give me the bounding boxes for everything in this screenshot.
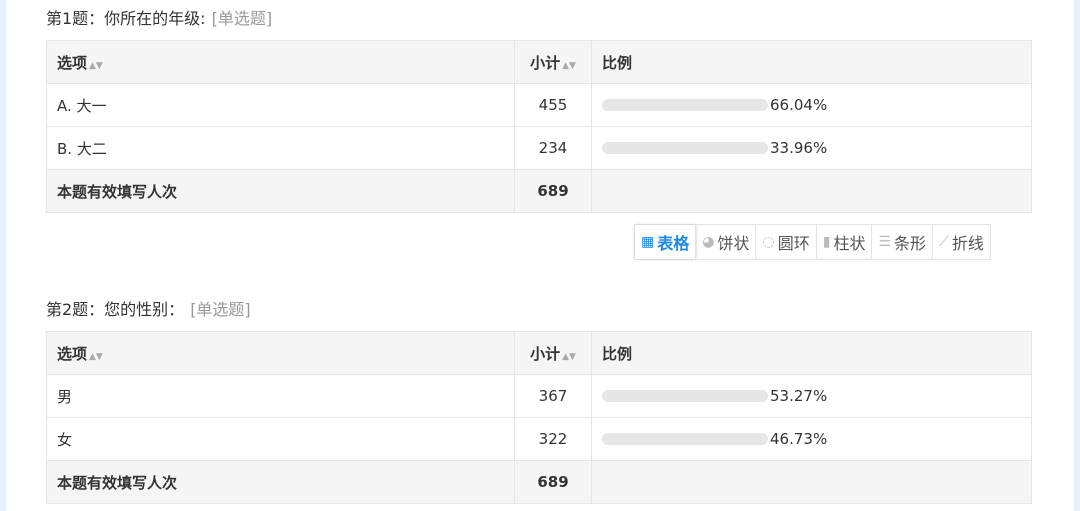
question-block: 第2题：您的性别： [单选题] 选项 ▲▼ 小计 ▲▼ 比例男 367 53.27% 女… <box>46 297 1032 504</box>
percent-cell: 33.96% <box>591 126 1032 170</box>
left-border <box>0 0 6 511</box>
header-percent: 比例 <box>591 40 1032 84</box>
view-tab-column-chart[interactable]: ▮ 柱状 <box>817 225 873 259</box>
percent-bar <box>602 390 768 403</box>
total-row: 本题有效填写人次 689 <box>46 460 1032 504</box>
percent-value: 53.27% <box>770 387 828 406</box>
view-tab-donut[interactable]: ◌ 圆环 <box>756 225 817 259</box>
question-title: 第1题：你所在的年级: [单选题] <box>46 9 273 28</box>
question-title: 第2题：您的性别： [单选题] <box>46 300 251 319</box>
right-border <box>1074 0 1080 511</box>
total-row: 本题有效填写人次 689 <box>46 169 1032 213</box>
percent-bar-fill <box>602 142 659 155</box>
percent-cell: 53.27% <box>591 374 1032 418</box>
percent-value: 33.96% <box>770 139 828 158</box>
question-block: 第1题：你所在的年级: [单选题] 选项 ▲▼ 小计 ▲▼ 比例 A. 大一 455 6… <box>46 6 1032 213</box>
view-toggle: ▦ 表格 ◕ 饼状 ◌ 圆环 ▮ 柱状 ☰ 条形 ⟋ 折线 <box>634 224 991 260</box>
percent-bar <box>602 433 768 446</box>
table-row: B. 大二 234 33.96% <box>46 126 1032 170</box>
header-option[interactable]: 选项 ▲▼ <box>46 40 515 84</box>
option-label: A. 大一 <box>46 83 515 127</box>
count: 234 <box>514 126 592 170</box>
sort-icon[interactable]: ▲▼ <box>562 351 576 362</box>
table-header: 选项 ▲▼ 小计 ▲▼ 比例 <box>46 331 1032 375</box>
sort-icon[interactable]: ▲▼ <box>562 60 576 71</box>
total-label: 本题有效填写人次 <box>46 460 515 504</box>
donut-icon: ◌ <box>762 234 775 250</box>
view-tab-table[interactable]: ▦ 表格 <box>635 225 697 259</box>
line-chart-icon: ⟋ <box>939 234 949 250</box>
option-label: B. 大二 <box>46 126 515 170</box>
percent-bar-fill <box>602 433 680 446</box>
percent-bar-fill <box>602 390 691 403</box>
percent-bar <box>602 142 768 155</box>
results-table: 选项 ▲▼ 小计 ▲▼ 比例 A. 大一 455 66.04% B. 大二 234 33… <box>46 40 1032 213</box>
view-tab-pie[interactable]: ◕ 饼状 <box>696 225 757 259</box>
results-table: 选项 ▲▼ 小计 ▲▼ 比例男 367 53.27% 女 322 46.73% 本题有效… <box>46 331 1032 504</box>
count: 322 <box>514 417 592 461</box>
total-count: 689 <box>514 460 592 504</box>
option-label: 女 <box>46 417 515 461</box>
option-label: 男 <box>46 374 515 418</box>
total-label: 本题有效填写人次 <box>46 169 515 213</box>
total-count: 689 <box>514 169 592 213</box>
header-percent: 比例 <box>591 331 1032 375</box>
header-option[interactable]: 选项 ▲▼ <box>46 331 515 375</box>
header-count[interactable]: 小计 ▲▼ <box>514 331 592 375</box>
question-type: [单选题] <box>211 9 273 28</box>
percent-cell: 66.04% <box>591 83 1032 127</box>
table-icon: ▦ <box>641 234 655 250</box>
table-row: 男 367 53.27% <box>46 374 1032 418</box>
pie-icon: ◕ <box>702 234 715 250</box>
header-count[interactable]: 小计 ▲▼ <box>514 40 592 84</box>
bar-chart-icon: ☰ <box>878 234 892 250</box>
view-tab-line-chart[interactable]: ⟋ 折线 <box>939 234 984 253</box>
sort-icon[interactable]: ▲▼ <box>89 60 103 71</box>
table-row: 女 322 46.73% <box>46 417 1032 461</box>
percent-value: 66.04% <box>770 96 828 115</box>
count: 455 <box>514 83 592 127</box>
percent-bar <box>602 99 768 112</box>
table-row: A. 大一 455 66.04% <box>46 83 1032 127</box>
table-header: 选项 ▲▼ 小计 ▲▼ 比例 <box>46 40 1032 84</box>
sort-icon[interactable]: ▲▼ <box>89 351 103 362</box>
percent-bar-fill <box>602 99 712 112</box>
count: 367 <box>514 374 592 418</box>
percent-cell: 46.73% <box>591 417 1032 461</box>
percent-value: 46.73% <box>770 430 828 449</box>
view-tab-bar-chart[interactable]: ☰ 条形 <box>872 225 934 259</box>
question-type: [单选题] <box>190 300 251 319</box>
column-chart-icon: ▮ <box>822 234 831 250</box>
